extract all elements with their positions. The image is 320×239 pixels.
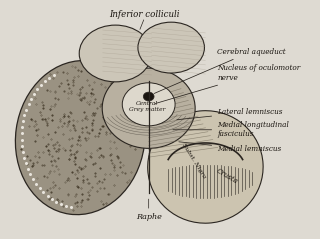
Ellipse shape xyxy=(143,92,154,101)
Text: Subst. Nigra: Subst. Nigra xyxy=(181,143,206,179)
Text: Lateral lemniscus: Lateral lemniscus xyxy=(177,108,283,120)
Text: Raphe: Raphe xyxy=(136,213,162,221)
Text: Crusta: Crusta xyxy=(215,167,239,186)
Ellipse shape xyxy=(148,111,263,223)
Ellipse shape xyxy=(138,22,204,73)
Text: Cerebral aqueduct: Cerebral aqueduct xyxy=(154,48,286,93)
Ellipse shape xyxy=(122,83,175,126)
Text: Medial lemniscus: Medial lemniscus xyxy=(179,142,281,153)
Ellipse shape xyxy=(79,25,152,82)
Text: Inferior colliculi: Inferior colliculi xyxy=(109,11,180,19)
Ellipse shape xyxy=(102,68,195,148)
Text: Medial longitudinal
fasciculus: Medial longitudinal fasciculus xyxy=(173,121,289,138)
Ellipse shape xyxy=(15,60,145,215)
Text: Central
Grey matter: Central Grey matter xyxy=(129,101,165,112)
Text: Nucleus of oculomotor
nerve: Nucleus of oculomotor nerve xyxy=(155,65,300,103)
